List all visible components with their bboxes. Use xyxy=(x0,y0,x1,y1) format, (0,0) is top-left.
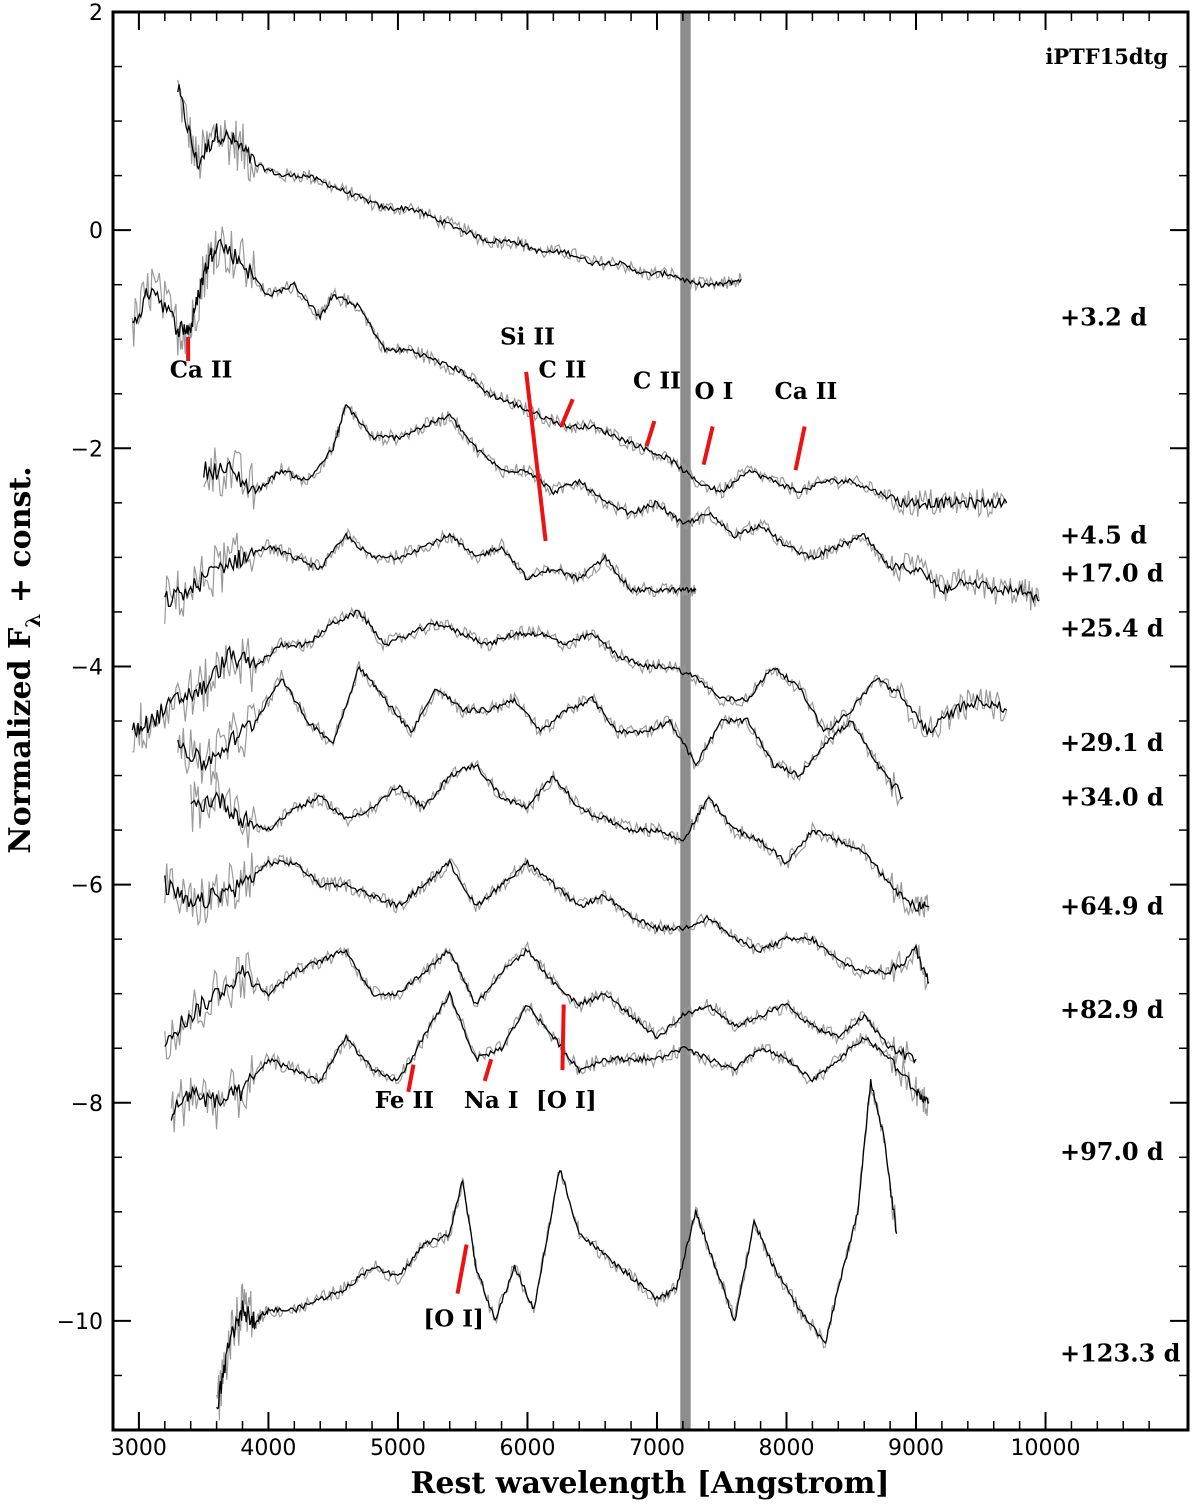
line-id-marker xyxy=(560,1004,566,1071)
spectrum-noise-10 xyxy=(216,1086,898,1421)
y-tick-label: 2 xyxy=(89,1,103,26)
line-id-label: Si II xyxy=(500,324,555,351)
line-id-label: [O I] xyxy=(536,1087,597,1114)
line-id-label: [O I] xyxy=(423,1305,484,1332)
line-id-label: C II xyxy=(539,356,587,383)
x-tick-label: 7000 xyxy=(629,1436,685,1461)
spectrum-line-3 xyxy=(164,531,697,607)
telluric-band xyxy=(680,12,691,1430)
line-id-marker xyxy=(455,1244,469,1295)
epoch-label: +123.3 d xyxy=(1060,1339,1181,1368)
x-tick-label: 5000 xyxy=(370,1436,426,1461)
y-tick-label: 0 xyxy=(89,219,103,244)
y-tick-label: −8 xyxy=(71,1092,103,1117)
epoch-label: +4.5 d xyxy=(1060,521,1147,550)
line-id-marker xyxy=(644,420,657,447)
line-id-marker xyxy=(482,1058,494,1082)
spectrum-line-2 xyxy=(203,403,1040,604)
spectrum-line-1 xyxy=(132,238,1008,511)
y-tick-label: −2 xyxy=(71,437,103,462)
x-tick-label: 10000 xyxy=(1011,1436,1081,1461)
line-id-marker xyxy=(406,1064,416,1093)
spectrum-noise-8 xyxy=(164,940,917,1065)
y-tick-label: −6 xyxy=(71,874,103,899)
spectrum-noise-7 xyxy=(164,852,930,991)
line-id-label: C II xyxy=(633,367,681,394)
epoch-label: +82.9 d xyxy=(1060,995,1164,1024)
x-tick-label: 3000 xyxy=(111,1436,167,1461)
line-id-marker xyxy=(793,426,807,471)
spectrum-line-7 xyxy=(164,858,930,984)
y-axis-title: Normalized Fλ + const. xyxy=(3,466,45,853)
line-id-label: O I xyxy=(695,378,734,405)
y-tick-label: −4 xyxy=(71,655,103,680)
epoch-label: +97.0 d xyxy=(1060,1137,1164,1166)
spectrum-line-6 xyxy=(190,762,930,913)
x-tick-label: 8000 xyxy=(758,1436,814,1461)
line-id-label: Ca II xyxy=(170,356,233,383)
spectrum-line-4 xyxy=(131,609,1008,739)
spectrum-line-8 xyxy=(164,947,917,1064)
spectrum-noise-1 xyxy=(131,226,1007,519)
line-id-marker xyxy=(559,398,575,428)
epoch-label: +64.9 d xyxy=(1060,891,1164,920)
epoch-label: +17.0 d xyxy=(1060,559,1164,588)
spectrum-line-5 xyxy=(177,665,904,800)
line-id-label: Fe II xyxy=(375,1087,434,1114)
spectrum-noise-0 xyxy=(177,79,742,292)
y-tick-label: −10 xyxy=(57,1310,103,1335)
y-axis-title-main: Normalized F xyxy=(3,628,38,854)
line-id-label: Ca II xyxy=(775,378,838,405)
line-id-label: Na I xyxy=(464,1087,519,1114)
x-axis-title: Rest wavelength [Angstrom] xyxy=(410,1466,889,1501)
epoch-label: +34.0 d xyxy=(1060,782,1164,811)
spectrum-line-9 xyxy=(170,990,930,1121)
line-id-marker xyxy=(701,426,715,466)
epoch-label: +29.1 d xyxy=(1060,728,1164,757)
line-id-marker xyxy=(524,371,548,542)
spectrum-line-10 xyxy=(216,1078,898,1410)
y-axis-title-sub: λ xyxy=(21,614,45,628)
plot-frame xyxy=(111,10,1190,1432)
y-axis-title-tail: + const. xyxy=(3,466,38,613)
x-tick-label: 4000 xyxy=(240,1436,296,1461)
object-name: iPTF15dtg xyxy=(1045,44,1168,69)
spectrum-line-0 xyxy=(177,84,742,289)
epoch-label: +3.2 d xyxy=(1060,302,1147,331)
x-tick-label: 9000 xyxy=(888,1436,944,1461)
x-tick-label: 6000 xyxy=(499,1436,555,1461)
epoch-label: +25.4 d xyxy=(1060,613,1164,642)
spectrum-noise-5 xyxy=(177,661,904,807)
